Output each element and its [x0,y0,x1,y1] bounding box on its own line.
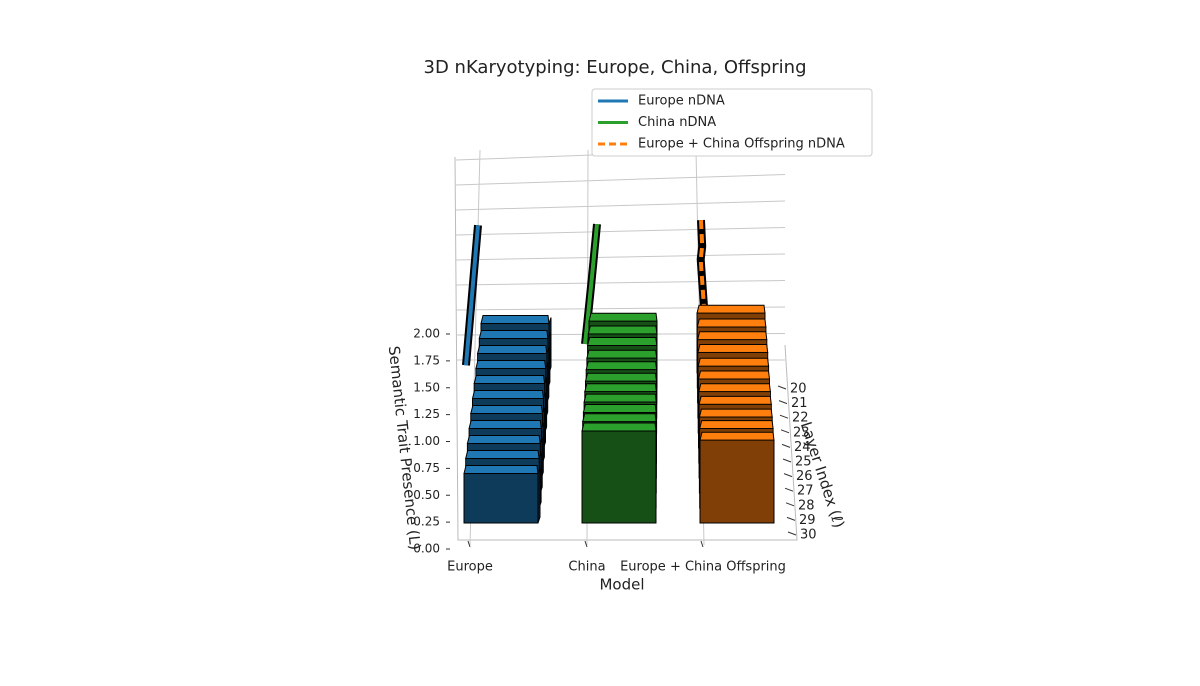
bar-top [696,331,768,341]
bar-top [480,315,550,325]
bar-top [588,312,658,322]
bar-top [468,420,542,430]
y-tick [779,414,789,419]
y-tick [785,502,795,507]
bar-shade [464,474,538,523]
y-tick [782,458,792,463]
bar-top [586,349,658,359]
bar-top [584,372,658,382]
y-tick [781,443,791,448]
x-tick-label: Europe + China Offspring [620,560,786,575]
bar-top [476,345,548,355]
y-tick [780,429,790,434]
bar-top [473,375,546,385]
y-tick [783,473,793,478]
y-tick-label: 25 [795,455,812,470]
bar-top [470,405,543,415]
bar-top [697,370,771,380]
grid-line [455,280,786,286]
bar-shade [582,431,656,523]
z-tick-label: 1.25 [413,407,440,421]
bar-top [581,422,657,432]
z-tick-label: 0.25 [413,515,440,529]
bar-top [583,393,657,403]
bar-top [698,408,773,418]
x-tick-label: Europe [447,560,493,575]
series-line [464,225,480,366]
bar-top [585,361,658,371]
bar-top [698,395,772,405]
z-tick-label: 2.00 [413,327,440,341]
bar-top [584,383,657,393]
y-tick-label: 27 [797,484,814,499]
grid-line [455,174,786,186]
z-tick-label: 0.50 [413,488,440,502]
y-tick-label: 29 [799,513,816,528]
x-tick [467,540,471,548]
y-tick-label: 28 [798,498,815,513]
bar-top [471,390,545,400]
chart-title: 3D nKaryotyping: Europe, China, Offsprin… [424,57,807,78]
y-tick [778,400,788,405]
grid-line [455,200,786,211]
bar-top [463,465,539,475]
bar-top [698,383,771,393]
bar-top [697,357,770,367]
bar-top [699,420,774,430]
bar-shade [700,440,774,523]
bar-top [587,325,658,335]
bar-top [699,431,775,441]
x-tick-label: China [568,560,605,575]
x-axis-label: Model [599,576,644,594]
z-tick-label: 0.00 [413,542,440,556]
y-tick [777,385,787,390]
bar-top [696,304,766,314]
y-tick [784,487,794,492]
grid-line [455,253,786,261]
z-tick-label: 1.75 [413,353,440,367]
x-tick [700,540,704,548]
y-tick-label: 21 [791,396,808,411]
legend: Europe nDNA China nDNA Europe + China Offs… [591,88,873,157]
bar-top [478,330,549,340]
z-tick-label: 1.50 [413,380,440,394]
legend-box [591,88,873,157]
bar-top [697,343,769,353]
series-line [698,220,709,349]
y-tick [786,516,796,521]
y-tick-label: 24 [794,440,811,455]
y-tick-label: 22 [792,411,809,426]
legend-label: China nDNA [638,115,716,130]
y-tick-label: 26 [796,469,813,484]
z-tick-label: 1.00 [413,434,440,448]
bar-top [465,450,540,460]
z-tick-label: 0.75 [413,461,440,475]
bar-top [475,360,547,370]
bar-top [582,413,657,423]
axes-panes [454,156,798,541]
legend-label: Europe + China Offspring nDNA [638,137,845,152]
y-tick-label: 23 [793,425,810,440]
series-line [583,223,599,345]
bar-top [696,318,767,328]
pane-edge [454,156,798,541]
y-tick [787,531,797,536]
bar-top [466,435,541,445]
bar-top [582,404,657,413]
grid-line [455,227,786,236]
bar-top [586,337,658,346]
y-tick-label: 30 [800,528,817,543]
y-tick-label: 20 [790,382,807,397]
x-tick [584,540,588,548]
legend-label: Europe nDNA [638,94,725,109]
